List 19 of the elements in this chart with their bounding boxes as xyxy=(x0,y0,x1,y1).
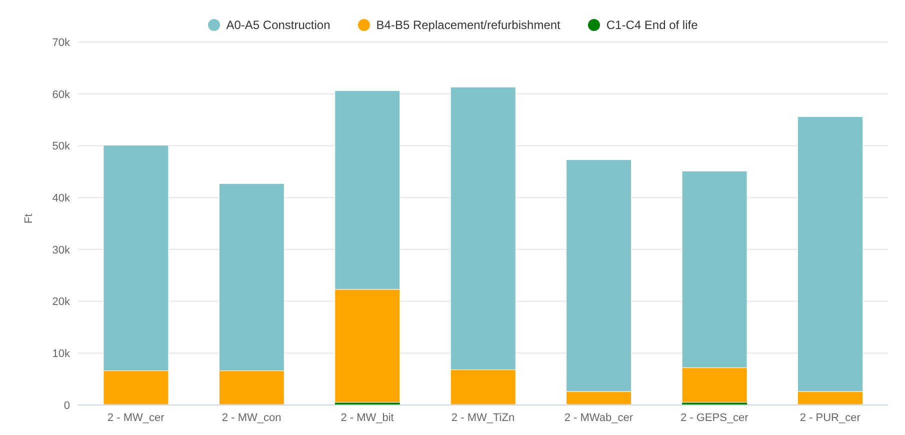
x-tick-label: 2 - GEPS_cer xyxy=(680,412,749,424)
y-tick-label: 20k xyxy=(52,296,70,308)
y-tick-label: 40k xyxy=(52,192,70,204)
x-tick-label: 2 - MWab_cer xyxy=(564,412,634,424)
y-tick-label: 10k xyxy=(52,348,70,360)
x-tick-label: 2 - MW_con xyxy=(222,412,282,424)
legend-label: C1-C4 End of life xyxy=(605,18,698,32)
legend-label: A0-A5 Construction xyxy=(225,18,330,32)
y-tick-label: 30k xyxy=(52,244,70,256)
x-tick-label: 2 - PUR_cer xyxy=(800,412,861,424)
y-tick-label: 60k xyxy=(52,88,70,101)
y-tick-label: 0 xyxy=(64,400,70,412)
x-tick-label: 2 - MW_cer xyxy=(107,412,165,424)
x-tick-label: 2 - MW_TiZn xyxy=(451,412,515,424)
legend-label: B4-B5 Replacement/refurbishment xyxy=(375,18,560,32)
y-tick-label: 70k xyxy=(52,36,70,49)
y-tick-label: 50k xyxy=(52,140,70,153)
y-axis-title: Ft xyxy=(22,214,35,224)
x-tick-label: 2 - MW_bit xyxy=(340,412,394,424)
